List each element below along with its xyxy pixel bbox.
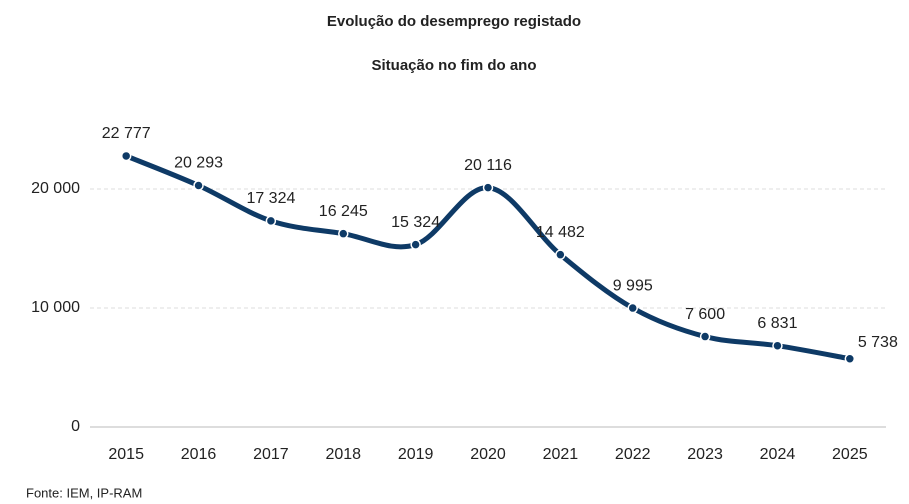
point <box>844 353 856 364</box>
x-tick-label: 2023 <box>687 446 723 463</box>
data-label: 22 777 <box>102 125 151 142</box>
data-label: 5 738 <box>858 334 898 351</box>
point <box>627 302 638 314</box>
data-label: 16 245 <box>319 203 368 220</box>
chart-title: Evolução do desemprego registado <box>327 13 581 30</box>
x-tick-label: 2025 <box>832 446 868 463</box>
data-label: 9 995 <box>613 277 653 294</box>
x-tick-label: 2022 <box>615 446 651 463</box>
point <box>338 228 349 239</box>
point <box>120 150 132 162</box>
point <box>555 249 566 260</box>
x-tick-label: 2021 <box>543 446 579 463</box>
x-tick-label: 2019 <box>398 446 434 463</box>
x-tick-label: 2024 <box>760 446 796 463</box>
point <box>699 331 711 342</box>
data-label: 20 293 <box>174 155 223 172</box>
source-note: Fonte: IEM, IP-RAM <box>26 485 142 500</box>
data-label: 6 831 <box>757 315 797 332</box>
y-tick-label: 0 <box>71 418 80 435</box>
x-tick-label: 2018 <box>325 446 361 463</box>
x-tick-label: 2020 <box>470 446 506 463</box>
data-label: 17 324 <box>246 190 295 207</box>
x-tick-label: 2016 <box>181 446 217 463</box>
point <box>193 180 204 191</box>
chart-subtitle: Situação no fim do ano <box>371 57 536 74</box>
point <box>482 182 494 193</box>
x-tick-label: 2015 <box>108 446 144 463</box>
y-tick-label: 20 000 <box>31 180 80 197</box>
data-label: 7 600 <box>685 306 725 323</box>
data-label: 20 116 <box>464 157 512 174</box>
point <box>772 340 783 351</box>
x-tick-label: 2017 <box>253 446 289 463</box>
point <box>410 239 421 250</box>
data-label: 14 482 <box>536 224 585 241</box>
data-label: 15 324 <box>391 214 440 231</box>
point <box>265 215 277 227</box>
y-tick-label: 10 000 <box>31 299 80 316</box>
